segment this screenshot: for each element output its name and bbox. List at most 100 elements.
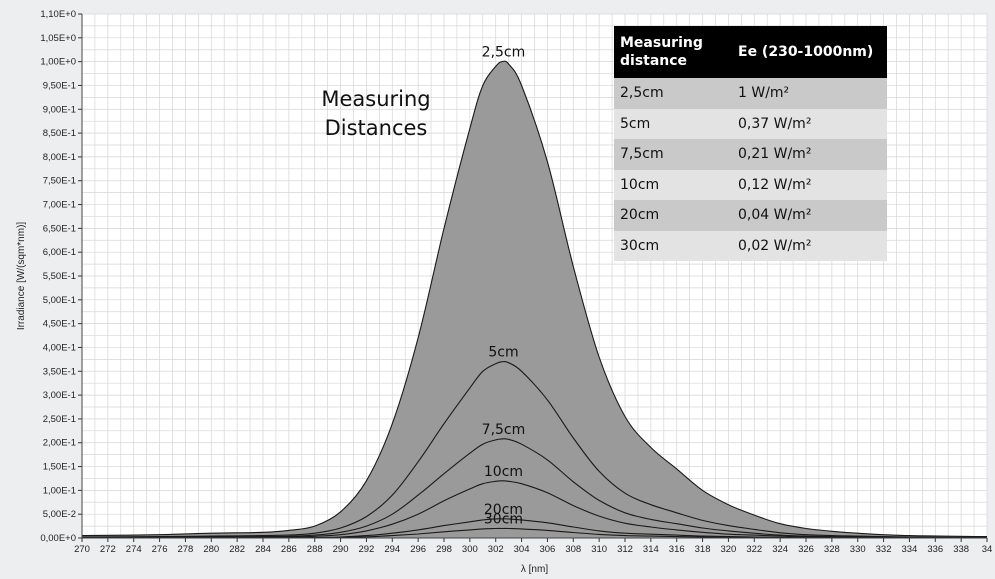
y-tick-label: 4,00E-1 [43, 342, 76, 353]
series-label-2: 7,5cm [482, 422, 526, 438]
axes [78, 13, 988, 542]
y-tick-label: 1,05E+0 [40, 33, 76, 44]
x-tick-labels: 270 272 274 276 278 280 282 284 286 288 290 292 294 2… [74, 544, 992, 555]
series-label-0: 2,5cm [482, 45, 526, 61]
series-label-3: 10cm [484, 464, 523, 480]
table-cell-distance: 7,5cm [614, 139, 732, 170]
x-axis-title: λ [nm] [521, 564, 548, 575]
y-tick-label: 5,50E-1 [43, 271, 76, 282]
x-tick-label: 274 [126, 544, 142, 555]
y-tick-label: 3,00E-1 [43, 390, 76, 401]
table-cell-ee: 1 W/m² [732, 78, 887, 109]
area-layer [81, 60, 988, 539]
table-cell-ee: 0,02 W/m² [732, 230, 887, 261]
x-tick-label: 328 [824, 544, 840, 555]
table-cell-ee: 0,21 W/m² [732, 139, 887, 170]
table-cell-distance: 5cm [614, 108, 732, 139]
y-tick-label: 1,00E+0 [40, 57, 76, 68]
table-row: 30cm 0,02 W/m² [614, 230, 887, 261]
x-tick-label: 322 [746, 544, 762, 555]
x-tick-label: 270 [74, 544, 90, 555]
y-tick-label: 2,00E-1 [43, 438, 76, 449]
x-tick-label: 324 [772, 544, 788, 555]
table-row: 20cm 0,04 W/m² [614, 200, 887, 231]
table-header-ee: Ee (230-1000nm) [732, 26, 887, 78]
x-tick-label: 310 [591, 544, 607, 555]
x-tick-label: 312 [617, 544, 633, 555]
y-tick-labels: 0,00E+0 5,00E-2 1,00E-1 1,50E-1 2,00E-1 2,50E… [40, 9, 76, 544]
y-tick-label: 1,50E-1 [43, 462, 76, 473]
series-label-5: 30cm [484, 511, 523, 527]
x-tick-label: 284 [255, 544, 271, 555]
y-tick-label: 0,00E+0 [40, 533, 76, 544]
table-row: 10cm 0,12 W/m² [614, 169, 887, 200]
x-tick-label: 276 [152, 544, 168, 555]
x-tick-label: 296 [410, 544, 426, 555]
y-tick-label: 6,00E-1 [43, 247, 76, 258]
table-cell-ee: 0,04 W/m² [732, 200, 887, 231]
y-tick-label: 9,50E-1 [43, 80, 76, 91]
series-line-3 [82, 480, 988, 539]
x-tick-label: 336 [927, 544, 943, 555]
table-header-distance: Measuring distance [614, 26, 732, 78]
x-tick-label: 272 [100, 544, 116, 555]
x-tick-label: 308 [565, 544, 581, 555]
measurement-table: Measuring distance Ee (230-1000nm) 2,5cm… [614, 26, 887, 261]
x-tick-label: 298 [436, 544, 452, 555]
x-tick-label: 294 [384, 544, 400, 555]
x-tick-label: 278 [177, 544, 193, 555]
y-axis-title: Irradiance [W/(sqm*nm)] [16, 222, 27, 331]
table-cell-distance: 10cm [614, 169, 732, 200]
series-line-0 [81, 60, 988, 538]
y-tick-label: 2,50E-1 [43, 414, 76, 425]
series-label-4: 20cm [484, 502, 523, 518]
x-tick-label: 306 [539, 544, 555, 555]
x-tick-label: 304 [514, 544, 530, 555]
y-tick-label: 8,00E-1 [43, 152, 76, 163]
annotation-line-1: Measuring [321, 87, 430, 111]
x-tick-label: 300 [462, 544, 478, 555]
x-tick-label: 290 [333, 544, 349, 555]
x-tick-label: 318 [695, 544, 711, 555]
x-tick-label: 302 [488, 544, 504, 555]
y-tick-label: 1,10E+0 [40, 9, 76, 20]
x-tick-label: 314 [643, 544, 659, 555]
y-tick-label: 6,50E-1 [43, 223, 76, 234]
y-tick-label: 5,00E-1 [43, 295, 76, 306]
table-cell-distance: 2,5cm [614, 78, 732, 109]
table-cell-ee: 0,37 W/m² [732, 108, 887, 139]
area-fill-0 [82, 61, 987, 538]
y-tick-label: 8,50E-1 [43, 128, 76, 139]
x-tick-label: 338 [953, 544, 969, 555]
x-tick-label: 292 [358, 544, 374, 555]
annotation-line-2: Distances [325, 116, 428, 140]
table-cell-distance: 30cm [614, 230, 732, 261]
x-tick-label: 326 [798, 544, 814, 555]
x-tick-label: 282 [229, 544, 245, 555]
x-tick-label: 332 [876, 544, 892, 555]
x-tick-label: 288 [307, 544, 323, 555]
table-cell-distance: 20cm [614, 200, 732, 231]
table-cell-ee: 0,12 W/m² [732, 169, 887, 200]
series-line-1 [81, 361, 988, 539]
x-tick-label: 334 [901, 544, 917, 555]
series-label-1: 5cm [488, 345, 518, 361]
y-tick-label: 7,00E-1 [43, 200, 76, 211]
series-line-2 [81, 438, 988, 539]
table-row: 7,5cm 0,21 W/m² [614, 139, 887, 170]
table-row: 2,5cm 1 W/m² [614, 78, 887, 109]
y-tick-label: 3,50E-1 [43, 366, 76, 377]
x-tick-label: 320 [720, 544, 736, 555]
y-tick-label: 4,50E-1 [43, 319, 76, 330]
table-header-row: Measuring distance Ee (230-1000nm) [614, 26, 887, 78]
y-tick-label: 1,00E-1 [43, 485, 76, 496]
x-tick-label: 34 [982, 544, 993, 555]
y-tick-label: 9,00E-1 [43, 104, 76, 115]
x-tick-label: 286 [281, 544, 297, 555]
x-tick-label: 316 [669, 544, 685, 555]
y-tick-label: 7,50E-1 [43, 176, 76, 187]
y-tick-label: 5,00E-2 [43, 509, 76, 520]
x-tick-label: 280 [203, 544, 219, 555]
